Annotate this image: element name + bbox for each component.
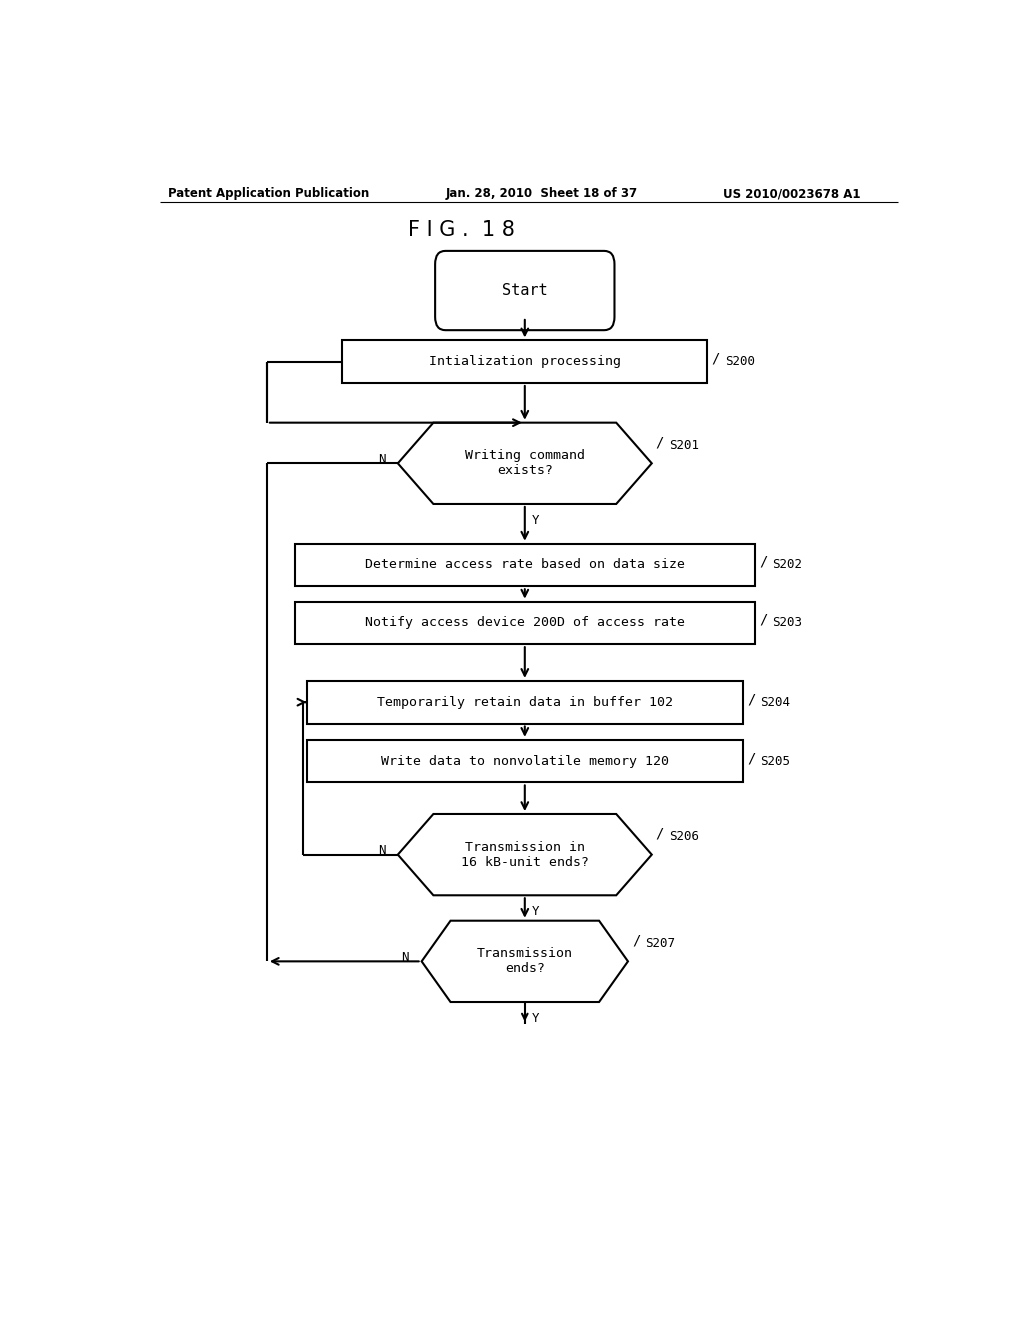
Text: /: / (759, 554, 767, 569)
Text: /: / (759, 612, 767, 627)
Text: /: / (748, 751, 756, 766)
Text: Temporarily retain data in buffer 102: Temporarily retain data in buffer 102 (377, 696, 673, 709)
Text: Transmission in
16 kB-unit ends?: Transmission in 16 kB-unit ends? (461, 841, 589, 869)
Text: N: N (378, 843, 385, 857)
Text: S201: S201 (670, 440, 699, 451)
Text: /: / (712, 351, 720, 366)
Text: Write data to nonvolatile memory 120: Write data to nonvolatile memory 120 (381, 755, 669, 768)
Bar (306, 739, 743, 783)
Polygon shape (397, 814, 652, 895)
Text: S202: S202 (772, 558, 803, 572)
Text: /: / (632, 933, 640, 948)
Text: Determine access rate based on data size: Determine access rate based on data size (365, 558, 685, 572)
Text: S200: S200 (725, 355, 755, 368)
Text: N: N (378, 453, 385, 466)
Text: S205: S205 (761, 755, 791, 768)
Text: S203: S203 (772, 616, 803, 630)
FancyBboxPatch shape (435, 251, 614, 330)
Text: /: / (748, 692, 756, 706)
Text: N: N (401, 950, 409, 964)
Text: Transmission
ends?: Transmission ends? (477, 948, 572, 975)
Text: S207: S207 (645, 937, 676, 950)
Text: US 2010/0023678 A1: US 2010/0023678 A1 (723, 187, 861, 201)
Bar (295, 544, 755, 586)
Text: Notify access device 200D of access rate: Notify access device 200D of access rate (365, 616, 685, 630)
Text: Y: Y (532, 1011, 540, 1024)
Text: Y: Y (532, 906, 540, 917)
Text: S204: S204 (761, 696, 791, 709)
Text: Intialization processing: Intialization processing (429, 355, 621, 368)
Text: /: / (655, 826, 665, 841)
Text: /: / (655, 436, 665, 449)
Text: Start: Start (502, 282, 548, 298)
Bar (306, 681, 743, 723)
Bar (342, 341, 708, 383)
Text: Jan. 28, 2010  Sheet 18 of 37: Jan. 28, 2010 Sheet 18 of 37 (445, 187, 638, 201)
Text: S206: S206 (670, 830, 699, 843)
Polygon shape (422, 921, 628, 1002)
Bar (295, 602, 755, 644)
Polygon shape (397, 422, 652, 504)
Text: Y: Y (532, 513, 540, 527)
Text: F I G .  1 8: F I G . 1 8 (408, 219, 515, 239)
Text: Patent Application Publication: Patent Application Publication (168, 187, 369, 201)
Text: Writing command
exists?: Writing command exists? (465, 449, 585, 478)
